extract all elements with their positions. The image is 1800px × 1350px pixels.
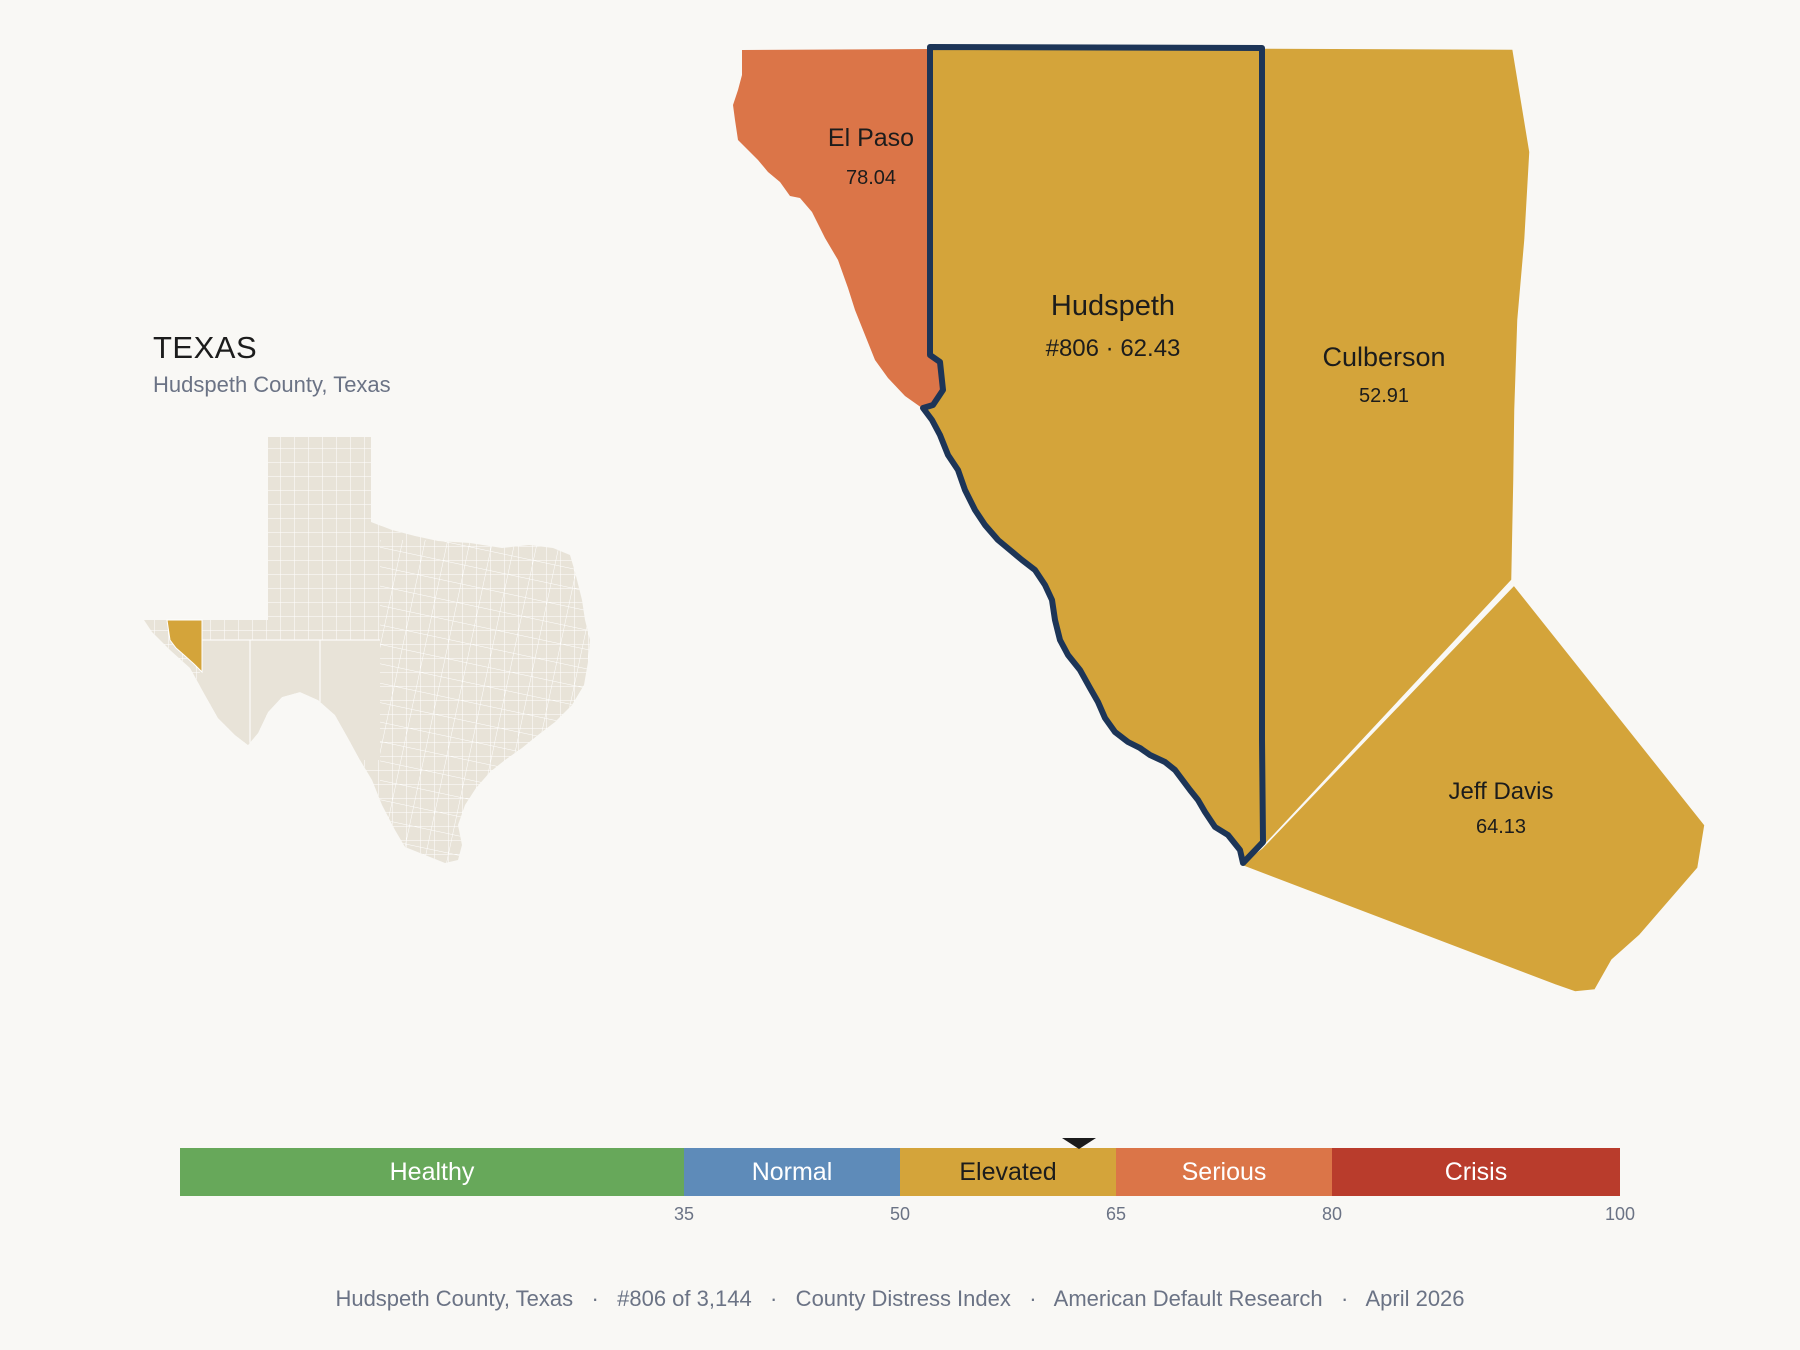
scale-tick-80: 80 [1322,1204,1342,1224]
scale-band-label-elevated: Elevated [959,1158,1056,1186]
scale-tick-35: 35 [674,1204,694,1224]
county-label-jeff-davis-value: 64.13 [1476,816,1526,838]
scale-band-label-serious: Serious [1182,1158,1267,1186]
scale-band-crisis [1332,1148,1620,1196]
county-label-el-paso-value: 78.04 [846,167,896,189]
scale-tick-65: 65 [1106,1204,1126,1224]
county-detail-map: El Paso 78.04 Hudspeth #806 · 62.43 Culb… [733,44,1706,993]
scale-band-normal [684,1148,900,1196]
scale-band-elevated [900,1148,1116,1196]
county-label-hudspeth-value: #806 · 62.43 [1046,335,1181,362]
scale-band-serious [1116,1148,1332,1196]
texas-inset-map [144,437,590,863]
county-el-paso[interactable] [733,49,943,408]
scale-band-healthy [180,1148,684,1196]
scale-tick-50: 50 [890,1204,910,1224]
footer-caption: Hudspeth County, Texas · #806 of 3,144 ·… [335,1286,1465,1311]
scale-band-label-healthy: Healthy [390,1158,475,1186]
scale-band-label-normal: Normal [752,1158,833,1186]
county-label-el-paso-name: El Paso [828,124,914,152]
county-label-culberson-value: 52.91 [1359,385,1409,407]
scale-band-label-crisis: Crisis [1445,1158,1508,1186]
county-label-hudspeth-name: Hudspeth [1051,290,1175,322]
inset-state-title: TEXAS [153,330,258,365]
county-hudspeth[interactable] [920,44,1266,866]
inset-subtitle: Hudspeth County, Texas [153,372,391,397]
county-label-culberson-name: Culberson [1322,342,1445,372]
scale-marker [1061,1138,1096,1149]
distress-scale-legend: Healthy Normal Elevated Serious Crisis 35 50 65… [180,1138,1635,1224]
county-label-jeff-davis-name: Jeff Davis [1449,778,1554,805]
texas-inset-hudspeth-highlight [166,619,203,674]
scale-tick-100: 100 [1605,1204,1635,1224]
